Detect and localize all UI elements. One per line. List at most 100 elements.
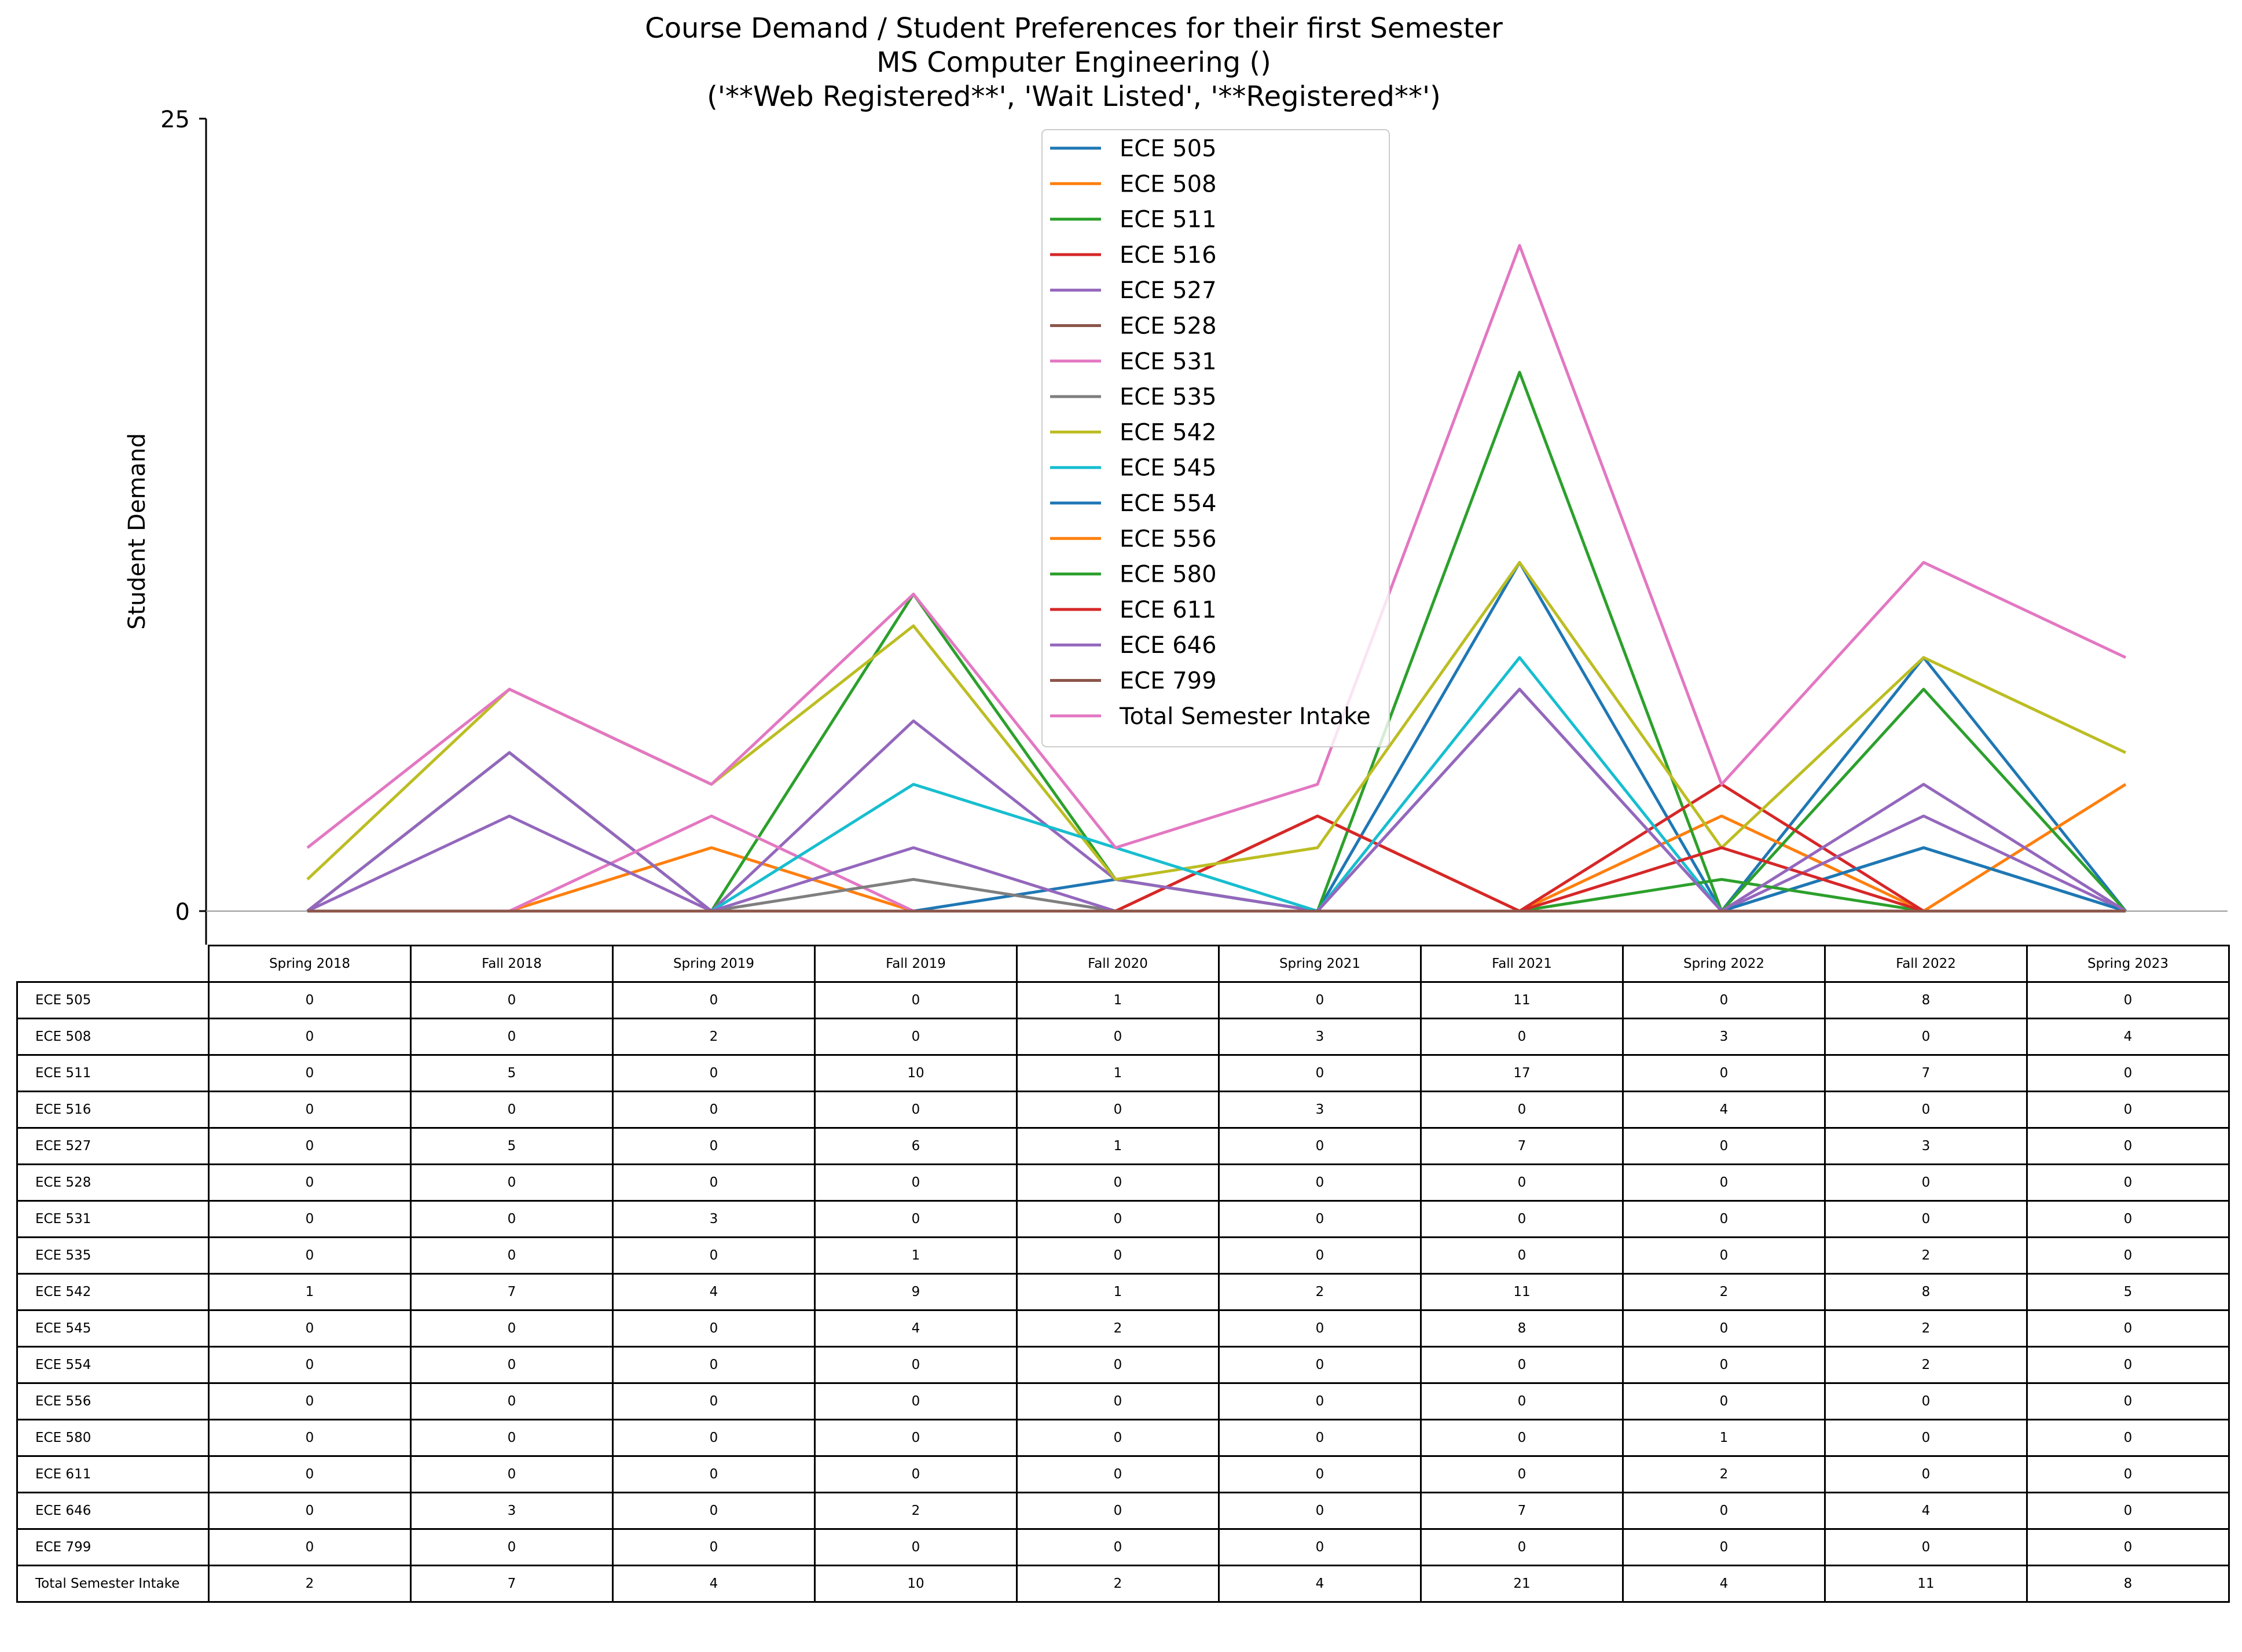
row-label: ECE 799	[16, 1528, 210, 1566]
data-label: 0	[1622, 1200, 1826, 1238]
table-row: ECE 516 0 0 0 0 0 3 0 4 0 0	[16, 1091, 2230, 1129]
data-label: 0	[410, 1200, 614, 1238]
x-tick-label: Spring 2018	[208, 945, 412, 983]
data-label: 0	[814, 1528, 1018, 1566]
data-label: 0	[1824, 1528, 2028, 1566]
data-label: 0	[1218, 1528, 1422, 1566]
row-label: ECE 554	[16, 1346, 210, 1384]
row-label: ECE 528	[16, 1163, 210, 1202]
data-label: 4	[1218, 1565, 1422, 1603]
data-label: 0	[814, 1455, 1018, 1493]
data-label: 8	[1824, 1273, 2028, 1311]
row-label: ECE 505	[16, 981, 210, 1019]
data-label: 0	[208, 1200, 412, 1238]
data-label: 0	[612, 981, 816, 1019]
data-label: 0	[208, 1054, 412, 1092]
data-label: 0	[208, 1236, 412, 1275]
data-label: 0	[612, 1346, 816, 1384]
data-label: 0	[1016, 1382, 1220, 1420]
data-label: 0	[1016, 1163, 1220, 1202]
legend-label: ECE 542	[1120, 419, 1217, 446]
x-tick-label: Fall 2020	[1016, 945, 1220, 983]
legend-label: ECE 580	[1120, 561, 1217, 588]
data-label: 8	[1420, 1309, 1624, 1348]
data-label: 0	[1420, 1382, 1624, 1420]
x-tick-label: Spring 2021	[1218, 945, 1422, 983]
data-label: 0	[814, 1163, 1018, 1202]
table-row: ECE 554 0 0 0 0 0 0 0 0 2 0	[16, 1346, 2230, 1384]
data-label: 11	[1824, 1565, 2028, 1603]
data-label: 2	[1218, 1273, 1422, 1311]
data-label: 0	[1420, 1419, 1624, 1457]
data-label: 0	[208, 981, 412, 1019]
data-label: 0	[1824, 1091, 2028, 1129]
data-label: 0	[1622, 1309, 1826, 1348]
data-label: 0	[208, 1091, 412, 1129]
data-label: 0	[1016, 1236, 1220, 1275]
data-label: 0	[410, 1018, 614, 1056]
data-label: 0	[1622, 1492, 1826, 1530]
data-label: 2	[1824, 1236, 2028, 1275]
data-label: 0	[1218, 981, 1422, 1019]
y-tick-label: 0	[175, 899, 190, 926]
y-tick-label: 25	[160, 107, 190, 133]
data-label: 0	[1016, 1091, 1220, 1129]
table-corner	[17, 945, 210, 983]
data-label: 3	[410, 1492, 614, 1530]
data-label: 0	[814, 1018, 1018, 1056]
line-chart: Course Demand / Student Preferences for …	[124, 12, 2228, 945]
table-row: ECE 646 0 3 0 2 0 0 7 0 4 0	[16, 1492, 2230, 1530]
row-label: ECE 611	[16, 1455, 210, 1493]
data-label: 0	[1420, 1091, 1624, 1129]
row-label: ECE 556	[16, 1382, 210, 1420]
data-label: 0	[208, 1419, 412, 1457]
data-label: 0	[1218, 1346, 1422, 1384]
data-label: 0	[410, 1309, 614, 1348]
data-label: 0	[1622, 1054, 1826, 1092]
data-label: 0	[1622, 1127, 1826, 1165]
table-row: ECE 542 1 7 4 9 1 2 11 2 8 5	[16, 1273, 2230, 1311]
data-label: 0	[1622, 981, 1826, 1019]
data-label: 0	[1824, 1200, 2028, 1238]
row-label: ECE 542	[16, 1273, 210, 1311]
table-row: ECE 531 0 0 3 0 0 0 0 0 0 0	[16, 1200, 2230, 1238]
x-tick-label: Spring 2022	[1622, 945, 1826, 983]
data-label: 0	[410, 1091, 614, 1129]
data-label: 0	[2026, 1309, 2230, 1348]
data-label: 4	[1622, 1565, 1826, 1603]
data-label: 0	[410, 981, 614, 1019]
data-label: 0	[1016, 1455, 1220, 1493]
data-label: 0	[410, 1455, 614, 1493]
data-label: 8	[1824, 981, 2028, 1019]
table-row: ECE 511 0 5 0 10 1 0 17 0 7 0	[16, 1054, 2230, 1092]
table-row: ECE 799 0 0 0 0 0 0 0 0 0 0	[16, 1528, 2230, 1566]
data-label: 0	[1016, 1492, 1220, 1530]
table-row: ECE 505 0 0 0 0 1 0 11 0 8 0	[16, 981, 2230, 1019]
data-label: 2	[208, 1565, 412, 1603]
legend-label: ECE 646	[1120, 632, 1217, 659]
data-label: 0	[208, 1309, 412, 1348]
data-label: 0	[612, 1236, 816, 1275]
data-label: 0	[1622, 1528, 1826, 1566]
data-label: 0	[2026, 1528, 2230, 1566]
data-label: 2	[612, 1018, 816, 1056]
data-label: 0	[814, 1382, 1018, 1420]
data-label: 0	[814, 1091, 1018, 1129]
data-label: 0	[1016, 1419, 1220, 1457]
row-label: ECE 545	[16, 1309, 210, 1348]
data-label: 0	[814, 1346, 1018, 1384]
row-label: ECE 511	[16, 1054, 210, 1092]
data-label: 4	[814, 1309, 1018, 1348]
table-row: ECE 528 0 0 0 0 0 0 0 0 0 0	[16, 1163, 2230, 1202]
data-label: 7	[1420, 1492, 1624, 1530]
data-label: 2	[1016, 1309, 1220, 1348]
data-label: 0	[1420, 1236, 1624, 1275]
data-label: 0	[410, 1163, 614, 1202]
row-label: ECE 527	[16, 1127, 210, 1165]
legend-label: ECE 535	[1120, 384, 1217, 410]
table-row: ECE 556 0 0 0 0 0 0 0 0 0 0	[16, 1382, 2230, 1420]
legend-label: Total Semester Intake	[1119, 703, 1371, 730]
data-label: 0	[612, 1091, 816, 1129]
row-label: Total Semester Intake	[16, 1565, 210, 1603]
data-label: 0	[1218, 1127, 1422, 1165]
